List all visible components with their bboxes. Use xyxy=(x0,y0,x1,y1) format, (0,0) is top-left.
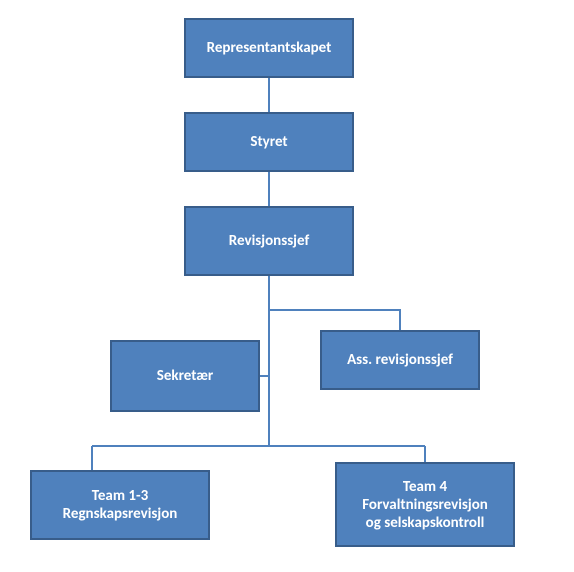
connector xyxy=(269,310,400,330)
org-node-n7: Team 4 Forvaltningsrevisjon og selskapsk… xyxy=(335,462,515,547)
org-node-n3: Revisjonssjef xyxy=(184,206,354,276)
org-node-n1: Representantskapet xyxy=(184,18,354,78)
org-node-n4: Sekretær xyxy=(110,340,260,412)
org-node-n6: Team 1-3 Regnskapsrevisjon xyxy=(30,470,210,540)
org-node-n5: Ass. revisjonssjef xyxy=(320,330,480,390)
org-node-n2: Styret xyxy=(184,112,354,172)
